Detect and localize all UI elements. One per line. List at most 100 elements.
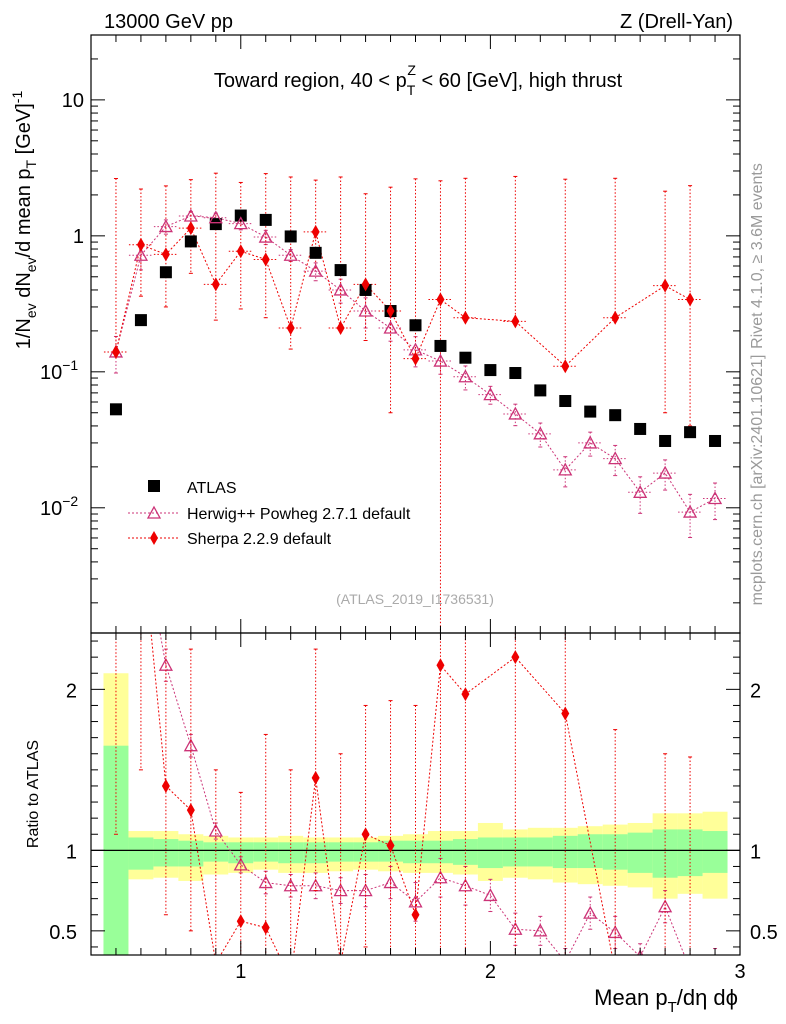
legend-marker-atlas [148,480,160,492]
sherpa-point [261,252,270,267]
herwig-point [608,451,623,465]
uncertainty-band-inner [253,842,279,862]
herwig-point [558,462,573,476]
atlas-point [109,403,122,416]
sherpa-point [161,247,170,262]
uncertainty-band-inner [527,837,553,867]
atlas-point [184,235,197,248]
herwig-point [283,247,298,261]
main-plot-panel: 10−2 10−1 1 10 Toward region, 40 < pTZ < 60… [9,34,741,634]
herwig-point [658,465,673,479]
x-tick-label: 2 [485,961,496,983]
atlas-point [259,213,272,226]
atlas-point [134,314,147,327]
herwig-point [508,406,523,420]
sherpa-point [686,292,695,307]
sherpa-ratio-point [436,658,445,673]
herwig-ratio-point [135,522,147,533]
header-right: Z (Drell-Yan) [620,11,733,33]
herwig-ratio-point [110,587,122,598]
herwig-ratio-point [258,875,273,889]
herwig-point [333,282,348,296]
herwig-ratio-point [564,954,566,955]
sherpa-ratio-point [337,956,345,970]
y-axis-label: 1/Nev dNev/d mean pT [GeV]-1 [9,91,39,350]
sherpa-point [661,278,670,293]
sherpa-ratio-point [311,770,320,785]
herwig-ratio-point [533,923,548,937]
ratio-y-tick-label-right: 0.5 [750,922,778,944]
ratio-plot-data [91,521,740,986]
sherpa-point [411,351,420,366]
herwig-point [233,216,248,230]
uncertainty-band-inner [353,842,379,862]
ratio-y-axis-label: Ratio to ATLAS [25,740,42,848]
sherpa-ratio-point [561,706,570,721]
y-tick-label: 10 [62,90,84,112]
atlas-point [484,364,497,377]
atlas-point [209,218,222,231]
x-axis-label: Mean pT/dη dϕ [594,985,738,1016]
sherpa-ratio-point [261,920,270,935]
herwig-point [483,387,498,401]
atlas-point [434,339,447,352]
atlas-point [284,230,297,243]
y-tick-label: 10−2 [40,493,78,520]
herwig-ratio-point [333,883,348,897]
ratio-y-tick-label-right: 2 [750,680,761,702]
sherpa-point [236,244,245,259]
atlas-point [634,422,647,435]
atlas-point [234,209,247,222]
herwig-ratio-point [433,870,448,884]
main-plot-data [103,172,728,633]
herwig-ratio-point [208,823,223,837]
herwig-point [308,263,323,277]
sherpa-point [336,321,345,336]
sherpa-point [386,304,395,319]
uncertainty-band-inner [627,832,653,873]
sherpa-ratio-point [137,521,145,535]
sherpa-ratio-point [112,586,120,600]
sherpa-point [511,314,520,329]
herwig-point [583,435,598,449]
herwig-ratio-point [684,963,696,974]
herwig-point [458,369,473,383]
herwig-point [707,491,723,505]
header-left: 13000 GeV pp [104,11,233,33]
sherpa-point [561,359,570,374]
herwig-point [133,247,149,261]
x-tick-label: 3 [734,961,745,983]
sherpa-point [286,321,295,336]
analysis-watermark: (ATLAS_2019_I1736531) [336,591,494,607]
ratio-y-tick-label: 2 [66,680,77,702]
uncertainty-band-inner [577,834,603,869]
atlas-point [684,426,697,439]
herwig-point [158,219,173,233]
uncertainty-band-inner [702,831,728,873]
atlas-point [709,434,722,447]
atlas-point [159,266,172,279]
herwig-point [208,210,223,224]
sherpa-ratio-point [461,687,470,702]
atlas-point [309,246,322,259]
herwig-ratio-point [483,888,498,902]
sherpa-ratio-point [411,907,420,922]
herwig-point [533,426,548,440]
legend-label-herwig: Herwig++ Powheg 2.7.1 default [187,506,411,523]
sherpa-point [361,277,370,292]
herwig-point [682,504,698,518]
atlas-point [509,367,522,380]
sherpa-ratio-point [386,838,395,853]
ratio-y-tick-label: 0.5 [49,922,77,944]
sherpa-point [311,224,320,239]
ratio-plot-axes: 0.5 0.5 1 1 2 2 1 2 3 [49,633,778,983]
sherpa-point [611,310,620,325]
herwig-ratio-point [458,878,473,892]
sherpa-ratio-point [287,972,295,986]
sherpa-point [136,237,145,252]
herwig-point [183,208,198,222]
sherpa-ratio-line [150,633,613,955]
sherpa-ratio-point [161,778,170,793]
atlas-point [459,351,472,364]
uncertainty-band-inner [103,745,129,955]
